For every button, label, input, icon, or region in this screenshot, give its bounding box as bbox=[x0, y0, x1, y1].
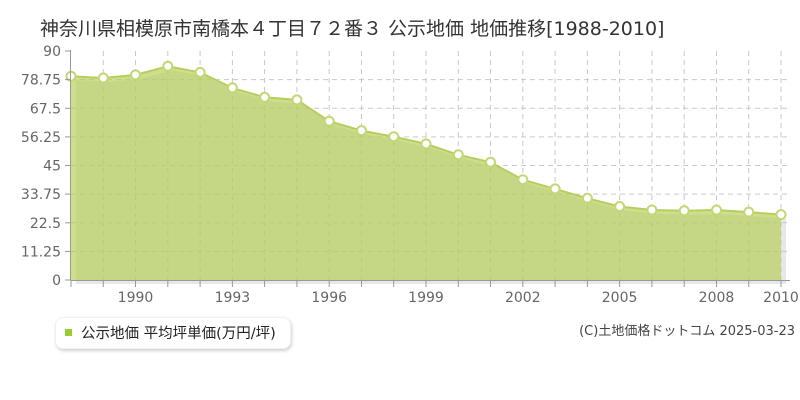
data-point bbox=[226, 82, 238, 94]
y-tick-label: 11.25 bbox=[21, 244, 61, 260]
chart-title: 神奈川県相模原市南橋本４丁目７２番３ 公示地価 地価推移[1988-2010] bbox=[40, 18, 665, 40]
x-tick-label: 2005 bbox=[602, 290, 638, 306]
data-point bbox=[549, 183, 561, 195]
legend-marker-icon bbox=[65, 329, 72, 336]
data-point bbox=[743, 206, 755, 218]
y-tick-label: 22.5 bbox=[30, 216, 61, 232]
data-point bbox=[678, 205, 690, 217]
data-point bbox=[194, 66, 206, 78]
copyright-text: (C)土地価格ドットコム 2025-03-23 bbox=[579, 324, 795, 339]
x-tick-label: 1990 bbox=[118, 290, 154, 306]
y-tick-label: 90 bbox=[43, 44, 61, 60]
x-tick-label: 1993 bbox=[215, 290, 251, 306]
data-point bbox=[775, 209, 787, 221]
data-point bbox=[259, 91, 271, 103]
x-tick-label: 2008 bbox=[699, 290, 735, 306]
x-tick-label: 1999 bbox=[408, 290, 444, 306]
x-tick-label: 1996 bbox=[311, 290, 347, 306]
data-point bbox=[646, 204, 658, 216]
data-point bbox=[388, 131, 400, 143]
axes bbox=[65, 50, 790, 287]
data-point bbox=[581, 192, 593, 204]
data-point bbox=[711, 204, 722, 216]
y-tick-label: 67.5 bbox=[30, 101, 61, 117]
legend: 公示地価 平均坪単価(万円/坪) bbox=[55, 317, 291, 349]
data-point bbox=[452, 149, 464, 161]
axis-labels: 0 11.25 22.5 33.75 45 56.25 67.5 78.75 90 1990 199… bbox=[21, 44, 799, 306]
data-point bbox=[162, 60, 174, 72]
legend-label: 公示地価 平均坪単価(万円/坪) bbox=[81, 326, 276, 342]
data-point bbox=[291, 94, 303, 106]
y-tick-label: 56.25 bbox=[21, 130, 61, 146]
data-point bbox=[420, 138, 432, 150]
x-tick-label: 2010 bbox=[763, 290, 799, 306]
data-point bbox=[130, 69, 141, 81]
data-point bbox=[323, 115, 335, 127]
y-tick-label: 78.75 bbox=[21, 73, 61, 89]
y-tick-label: 45 bbox=[43, 159, 61, 175]
data-point bbox=[614, 201, 626, 212]
y-tick-label: 33.75 bbox=[21, 187, 61, 203]
data-point bbox=[517, 174, 529, 186]
data-point bbox=[97, 72, 109, 84]
y-tick-label: 0 bbox=[52, 273, 61, 289]
data-point bbox=[485, 156, 496, 168]
x-tick-label: 2002 bbox=[505, 290, 541, 306]
data-points bbox=[65, 60, 787, 221]
data-point bbox=[356, 125, 367, 137]
